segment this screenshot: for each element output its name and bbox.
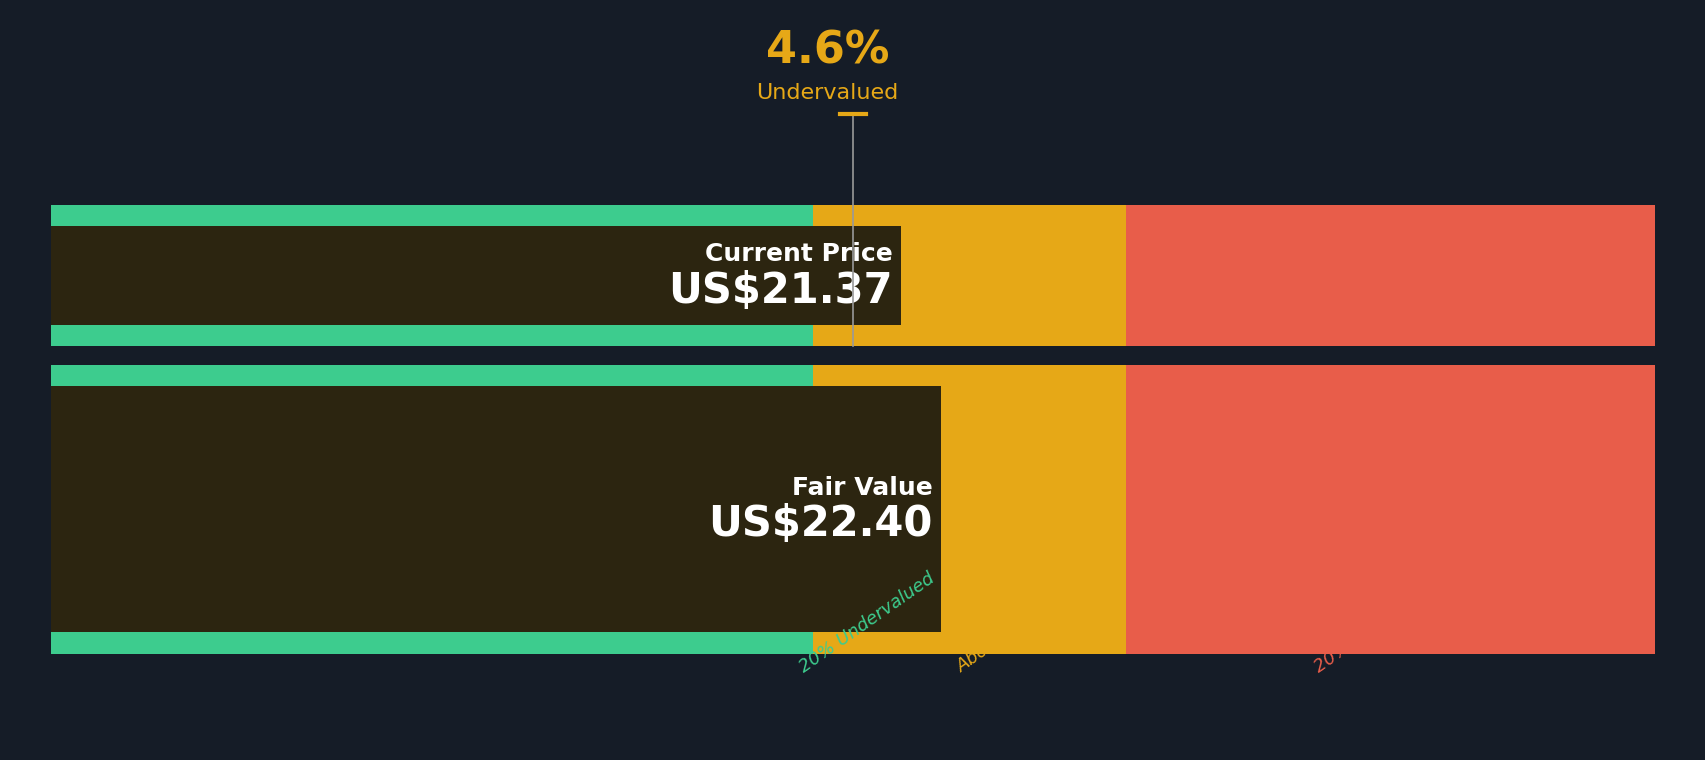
- Bar: [51, 226, 900, 325]
- Text: US$22.40: US$22.40: [708, 503, 933, 546]
- Text: Current Price: Current Price: [704, 242, 892, 266]
- Bar: [51, 325, 812, 346]
- Bar: [812, 205, 1125, 346]
- Text: About Right: About Right: [953, 600, 1050, 676]
- Text: Undervalued: Undervalued: [755, 83, 899, 103]
- Bar: [51, 365, 812, 386]
- Text: 20% Undervalued: 20% Undervalued: [795, 569, 938, 676]
- Bar: [1125, 205, 1654, 346]
- Bar: [812, 365, 1125, 654]
- Text: 4.6%: 4.6%: [766, 29, 888, 72]
- Bar: [51, 386, 812, 632]
- Text: 20% Overvalued: 20% Overvalued: [1309, 575, 1442, 676]
- Bar: [51, 205, 812, 226]
- Bar: [51, 632, 812, 654]
- Text: Fair Value: Fair Value: [791, 476, 933, 500]
- Text: US$21.37: US$21.37: [668, 270, 892, 312]
- Bar: [51, 386, 941, 632]
- Bar: [51, 226, 812, 325]
- Bar: [1125, 365, 1654, 654]
